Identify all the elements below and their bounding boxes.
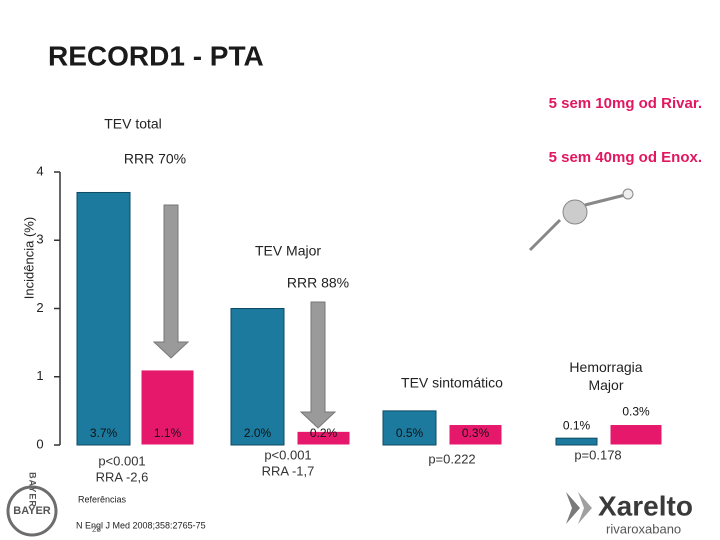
- value-label: 0.3%: [622, 405, 650, 419]
- category-label: TEV total: [104, 116, 162, 132]
- reference-heading: Referências: [78, 494, 127, 504]
- bar: [555, 437, 598, 446]
- page-number: 28: [92, 525, 101, 534]
- reference-citation: N Engl J Med 2008;358:2765-75: [76, 520, 206, 530]
- legend-entry: 5 sem 10mg od Rivar.: [549, 95, 702, 112]
- rra-label: RRA -2,6: [96, 469, 149, 484]
- value-label: 0.2%: [310, 426, 338, 440]
- y-tick-label: 0: [36, 436, 43, 451]
- value-label: 0.1%: [563, 418, 591, 432]
- y-tick-label: 3: [36, 232, 43, 247]
- value-label: 0.3%: [462, 426, 490, 440]
- value-label: 3.7%: [90, 426, 118, 440]
- bar: [382, 410, 437, 446]
- bar: [76, 191, 131, 446]
- value-label: 2.0%: [244, 426, 272, 440]
- logo-text: BAYER: [28, 472, 38, 508]
- bayer-logo: BAYER BAYER: [6, 472, 58, 537]
- category-label: Hemorragia Major: [569, 359, 643, 393]
- p-value: p<0.001: [98, 453, 145, 468]
- p-value: p=0.222: [428, 451, 475, 466]
- legend-entry: 5 sem 40mg od Enox.: [549, 149, 702, 166]
- rrr-label: RRR 88%: [287, 275, 349, 291]
- y-axis-label: Incidência (%): [21, 217, 36, 299]
- rrr-label: RRR 70%: [124, 151, 186, 167]
- value-label: 0.5%: [396, 426, 424, 440]
- p-value: p=0.178: [574, 447, 621, 462]
- category-label: Hemorragia Major: [569, 359, 643, 393]
- category-label: TEV sintomático: [401, 375, 503, 391]
- bar: [609, 424, 663, 446]
- value-label: 1.1%: [154, 426, 182, 440]
- brand-subtitle: rivaroxabano: [606, 521, 681, 536]
- y-tick-label: 4: [36, 163, 43, 178]
- bar: [448, 424, 503, 446]
- brand-name: Xarelto: [598, 490, 693, 521]
- category-label: TEV Major: [255, 243, 321, 259]
- illustration: [528, 188, 634, 252]
- arrow: [299, 301, 337, 429]
- bar: [296, 430, 351, 446]
- y-tick-label: 2: [36, 300, 43, 315]
- p-value: p<0.001: [264, 447, 311, 462]
- y-tick-label: 1: [36, 368, 43, 383]
- bar: [140, 369, 195, 446]
- bar: [230, 308, 285, 446]
- arrow: [152, 204, 190, 359]
- xarelto-logo: Xarelto rivaroxabano: [566, 490, 693, 536]
- logo-text: BAYER: [13, 505, 51, 517]
- rra-label: RRA -1,7: [262, 463, 315, 478]
- slide-title: RECORD1 - PTA: [48, 40, 264, 71]
